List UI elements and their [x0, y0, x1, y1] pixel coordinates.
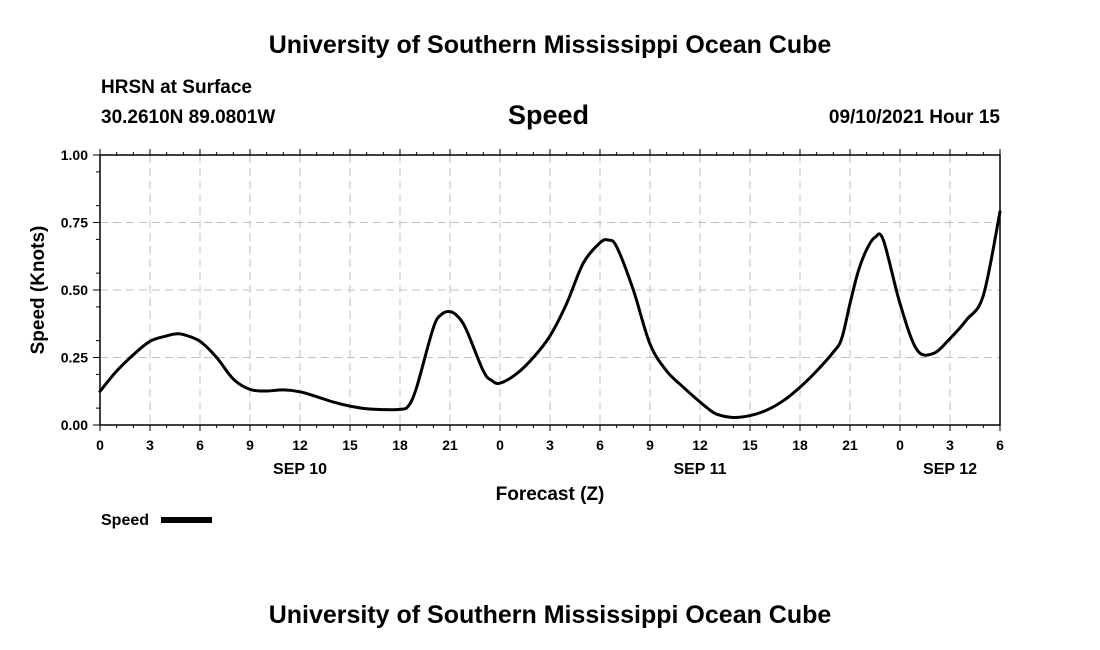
- series-layer: [98, 210, 1002, 419]
- x-tick-label: 3: [546, 437, 554, 453]
- x-tick-label: 3: [946, 437, 954, 453]
- x-tick-label: 9: [246, 437, 254, 453]
- x-tick-label: 18: [792, 437, 808, 453]
- x-tick-label: 0: [496, 437, 504, 453]
- x-date-label: SEP 11: [673, 461, 726, 478]
- station-coordinates: 30.2610N 89.0801W: [101, 107, 276, 128]
- x-tick-label: 6: [596, 437, 604, 453]
- y-axis-label: Speed (Knots): [28, 226, 49, 355]
- y-tick-label: 0.25: [61, 350, 88, 366]
- x-tick-label: 21: [442, 437, 458, 453]
- x-tick-label: 12: [292, 437, 308, 453]
- x-axis-label: Forecast (Z): [496, 484, 605, 505]
- x-tick-label: 15: [742, 437, 758, 453]
- x-tick-label: 9: [646, 437, 654, 453]
- y-tick-label: 1.00: [61, 147, 88, 163]
- x-tick-label: 21: [842, 437, 858, 453]
- x-tick-label: 12: [692, 437, 708, 453]
- axis-ticks: [93, 149, 1001, 431]
- station-name: HRSN at Surface: [101, 77, 252, 98]
- y-tick-label: 0.50: [61, 282, 88, 298]
- chart-variable-title: Speed: [508, 100, 590, 130]
- x-tick-label: 3: [146, 437, 154, 453]
- x-tick-label: 15: [342, 437, 358, 453]
- forecast-timestamp: 09/10/2021 Hour 15: [828, 107, 1000, 128]
- y-tick-label: 0.75: [61, 215, 88, 231]
- x-tick-label: 0: [896, 437, 904, 453]
- x-tick-label: 6: [196, 437, 204, 453]
- x-tick-label: 0: [96, 437, 104, 453]
- x-date-label: SEP 10: [273, 461, 327, 478]
- footer-title: University of Southern Mississippi Ocean…: [268, 601, 832, 629]
- grid-lines: [100, 155, 1000, 425]
- legend-label: Speed: [101, 512, 149, 529]
- x-date-label: SEP 12: [923, 461, 977, 478]
- axis-tick-labels: 0 3 6 9 12 15 18 21 0 3 6 9 12 15 18 21 0 3 6 0.00 0.25 0.50 0…: [61, 147, 1004, 478]
- x-tick-label: 6: [996, 437, 1004, 453]
- x-tick-label: 18: [392, 437, 408, 453]
- y-tick-label: 0.00: [61, 417, 88, 433]
- chart-main-title: University of Southern Mississippi Ocean…: [268, 31, 832, 59]
- series-line-speed: [98, 210, 1002, 419]
